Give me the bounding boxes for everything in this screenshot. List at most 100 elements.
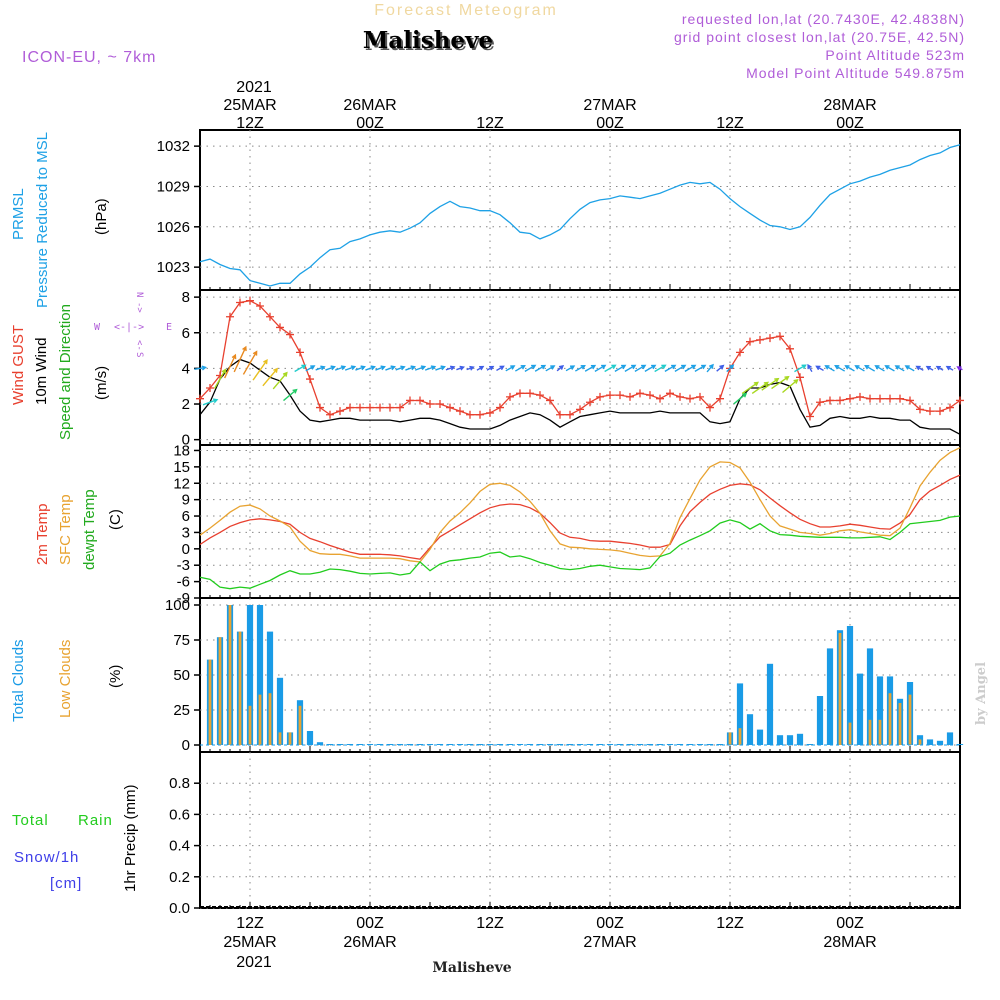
wind-arrow — [252, 359, 268, 381]
wind-arrow — [614, 364, 627, 372]
ytick-label: 0.0 — [169, 900, 190, 917]
top-date-label: 28MAR — [823, 97, 876, 114]
wind-label-2: 10m Wind — [33, 337, 50, 405]
low-cloud-bar — [908, 694, 912, 745]
pressure-labels: PRMSL Pressure Reduced to MSL (hPa) — [10, 132, 110, 308]
wind-arrow — [405, 365, 416, 371]
total-cloud-bar — [746, 714, 754, 745]
gust-marker — [756, 335, 764, 344]
precip-label-rain: Rain — [78, 812, 113, 829]
compass-e: E — [166, 322, 172, 333]
gust-marker — [736, 348, 744, 357]
compass-ew-arrow: <-|-> — [114, 322, 144, 333]
gust-marker — [246, 296, 254, 305]
wind-arrow — [782, 378, 799, 394]
wind-arrow — [915, 365, 924, 371]
gust-marker — [316, 403, 324, 412]
wind-arrow — [355, 365, 366, 371]
total-cloud-bar — [686, 744, 694, 745]
gust-marker — [706, 403, 714, 412]
gust-marker — [336, 407, 344, 416]
gust-marker — [806, 412, 814, 421]
footer-location: Malisheve — [432, 960, 511, 976]
low-cloud-bar — [838, 633, 842, 745]
temp-label-3: dewpt Temp — [81, 489, 98, 570]
gust-marker — [526, 389, 534, 398]
top-hour-label: 00Z — [836, 115, 864, 132]
total-cloud-bar — [756, 729, 764, 745]
wind-arrow — [956, 366, 963, 371]
gust-marker — [846, 394, 854, 403]
total-cloud-bar — [416, 744, 424, 745]
gust-marker — [686, 394, 694, 403]
wind-arrow — [365, 365, 376, 371]
gust-marker — [506, 392, 514, 401]
gust-marker — [586, 398, 594, 407]
precip-label-cm: [cm] — [50, 875, 82, 892]
gust-marker — [556, 410, 564, 419]
low-cloud-bar — [868, 719, 872, 745]
wind-arrow — [904, 365, 915, 372]
panel-frame — [199, 751, 961, 909]
total-cloud-bar — [926, 739, 934, 745]
total-cloud-bar — [936, 740, 944, 745]
gust-marker — [446, 403, 454, 412]
temp-label-1: 2m Temp — [34, 504, 51, 565]
gust-marker — [956, 396, 964, 405]
gust-marker — [616, 391, 624, 400]
wind-arrow — [694, 364, 707, 372]
wind-arrow — [584, 364, 597, 372]
ytick-label: 0 — [182, 432, 190, 449]
wind-arrow — [824, 365, 835, 372]
gust-marker — [296, 348, 304, 357]
wind-arrow — [445, 365, 456, 371]
low-cloud-bar — [258, 694, 262, 745]
total-cloud-bar — [796, 733, 804, 745]
bottom-hour-label: 12Z — [236, 915, 264, 932]
gust-marker — [576, 405, 584, 414]
wind-arrow — [315, 365, 326, 371]
gust-marker — [786, 344, 794, 353]
wind-arrow — [574, 364, 586, 372]
ytick-label: 1029 — [157, 178, 190, 195]
gust-marker — [206, 383, 214, 392]
gust-marker — [416, 396, 424, 405]
wind-arrow — [844, 365, 855, 372]
gust-marker — [936, 407, 944, 416]
wind-arrow — [344, 365, 357, 371]
series-line-sfc-temp — [199, 447, 961, 563]
total-cloud-bar — [626, 744, 634, 745]
panels: 102310261029103202468-9-6-30369121518025… — [157, 129, 964, 917]
ytick-label: 0.6 — [169, 806, 190, 823]
wind-arrow — [807, 363, 813, 373]
top-date-label: 27MAR — [583, 97, 636, 114]
total-cloud-bar — [266, 631, 274, 745]
panel-frame — [199, 444, 961, 599]
series-line-2m-temp — [199, 474, 961, 560]
total-cloud-bar — [306, 731, 314, 745]
wind-arrow — [751, 381, 770, 395]
gust-marker — [886, 394, 894, 403]
wind-arrow — [594, 364, 607, 372]
total-cloud-bar — [846, 626, 854, 745]
wind-arrow — [233, 345, 247, 373]
cloud-unit: (%) — [107, 665, 124, 688]
wind-arrow — [325, 365, 336, 371]
top-hour-label: 00Z — [356, 115, 384, 132]
wind-arrow — [771, 375, 790, 390]
location-title: Malisheve — [363, 27, 493, 54]
wind-arrow — [894, 365, 905, 372]
low-cloud-bar — [298, 705, 302, 745]
wind-arrow — [534, 364, 547, 372]
low-cloud-bar — [238, 631, 242, 745]
total-cloud-bar — [826, 648, 834, 745]
total-cloud-bar — [596, 744, 604, 745]
gust-marker — [396, 403, 404, 412]
wind-arrow — [674, 364, 687, 372]
ytick-label: -9 — [177, 590, 190, 607]
top-hour-label: 12Z — [476, 115, 504, 132]
wind-arrow — [624, 364, 637, 372]
wind-arrow — [815, 365, 824, 372]
total-cloud-bar — [276, 677, 284, 745]
low-cloud-bar — [888, 693, 892, 745]
